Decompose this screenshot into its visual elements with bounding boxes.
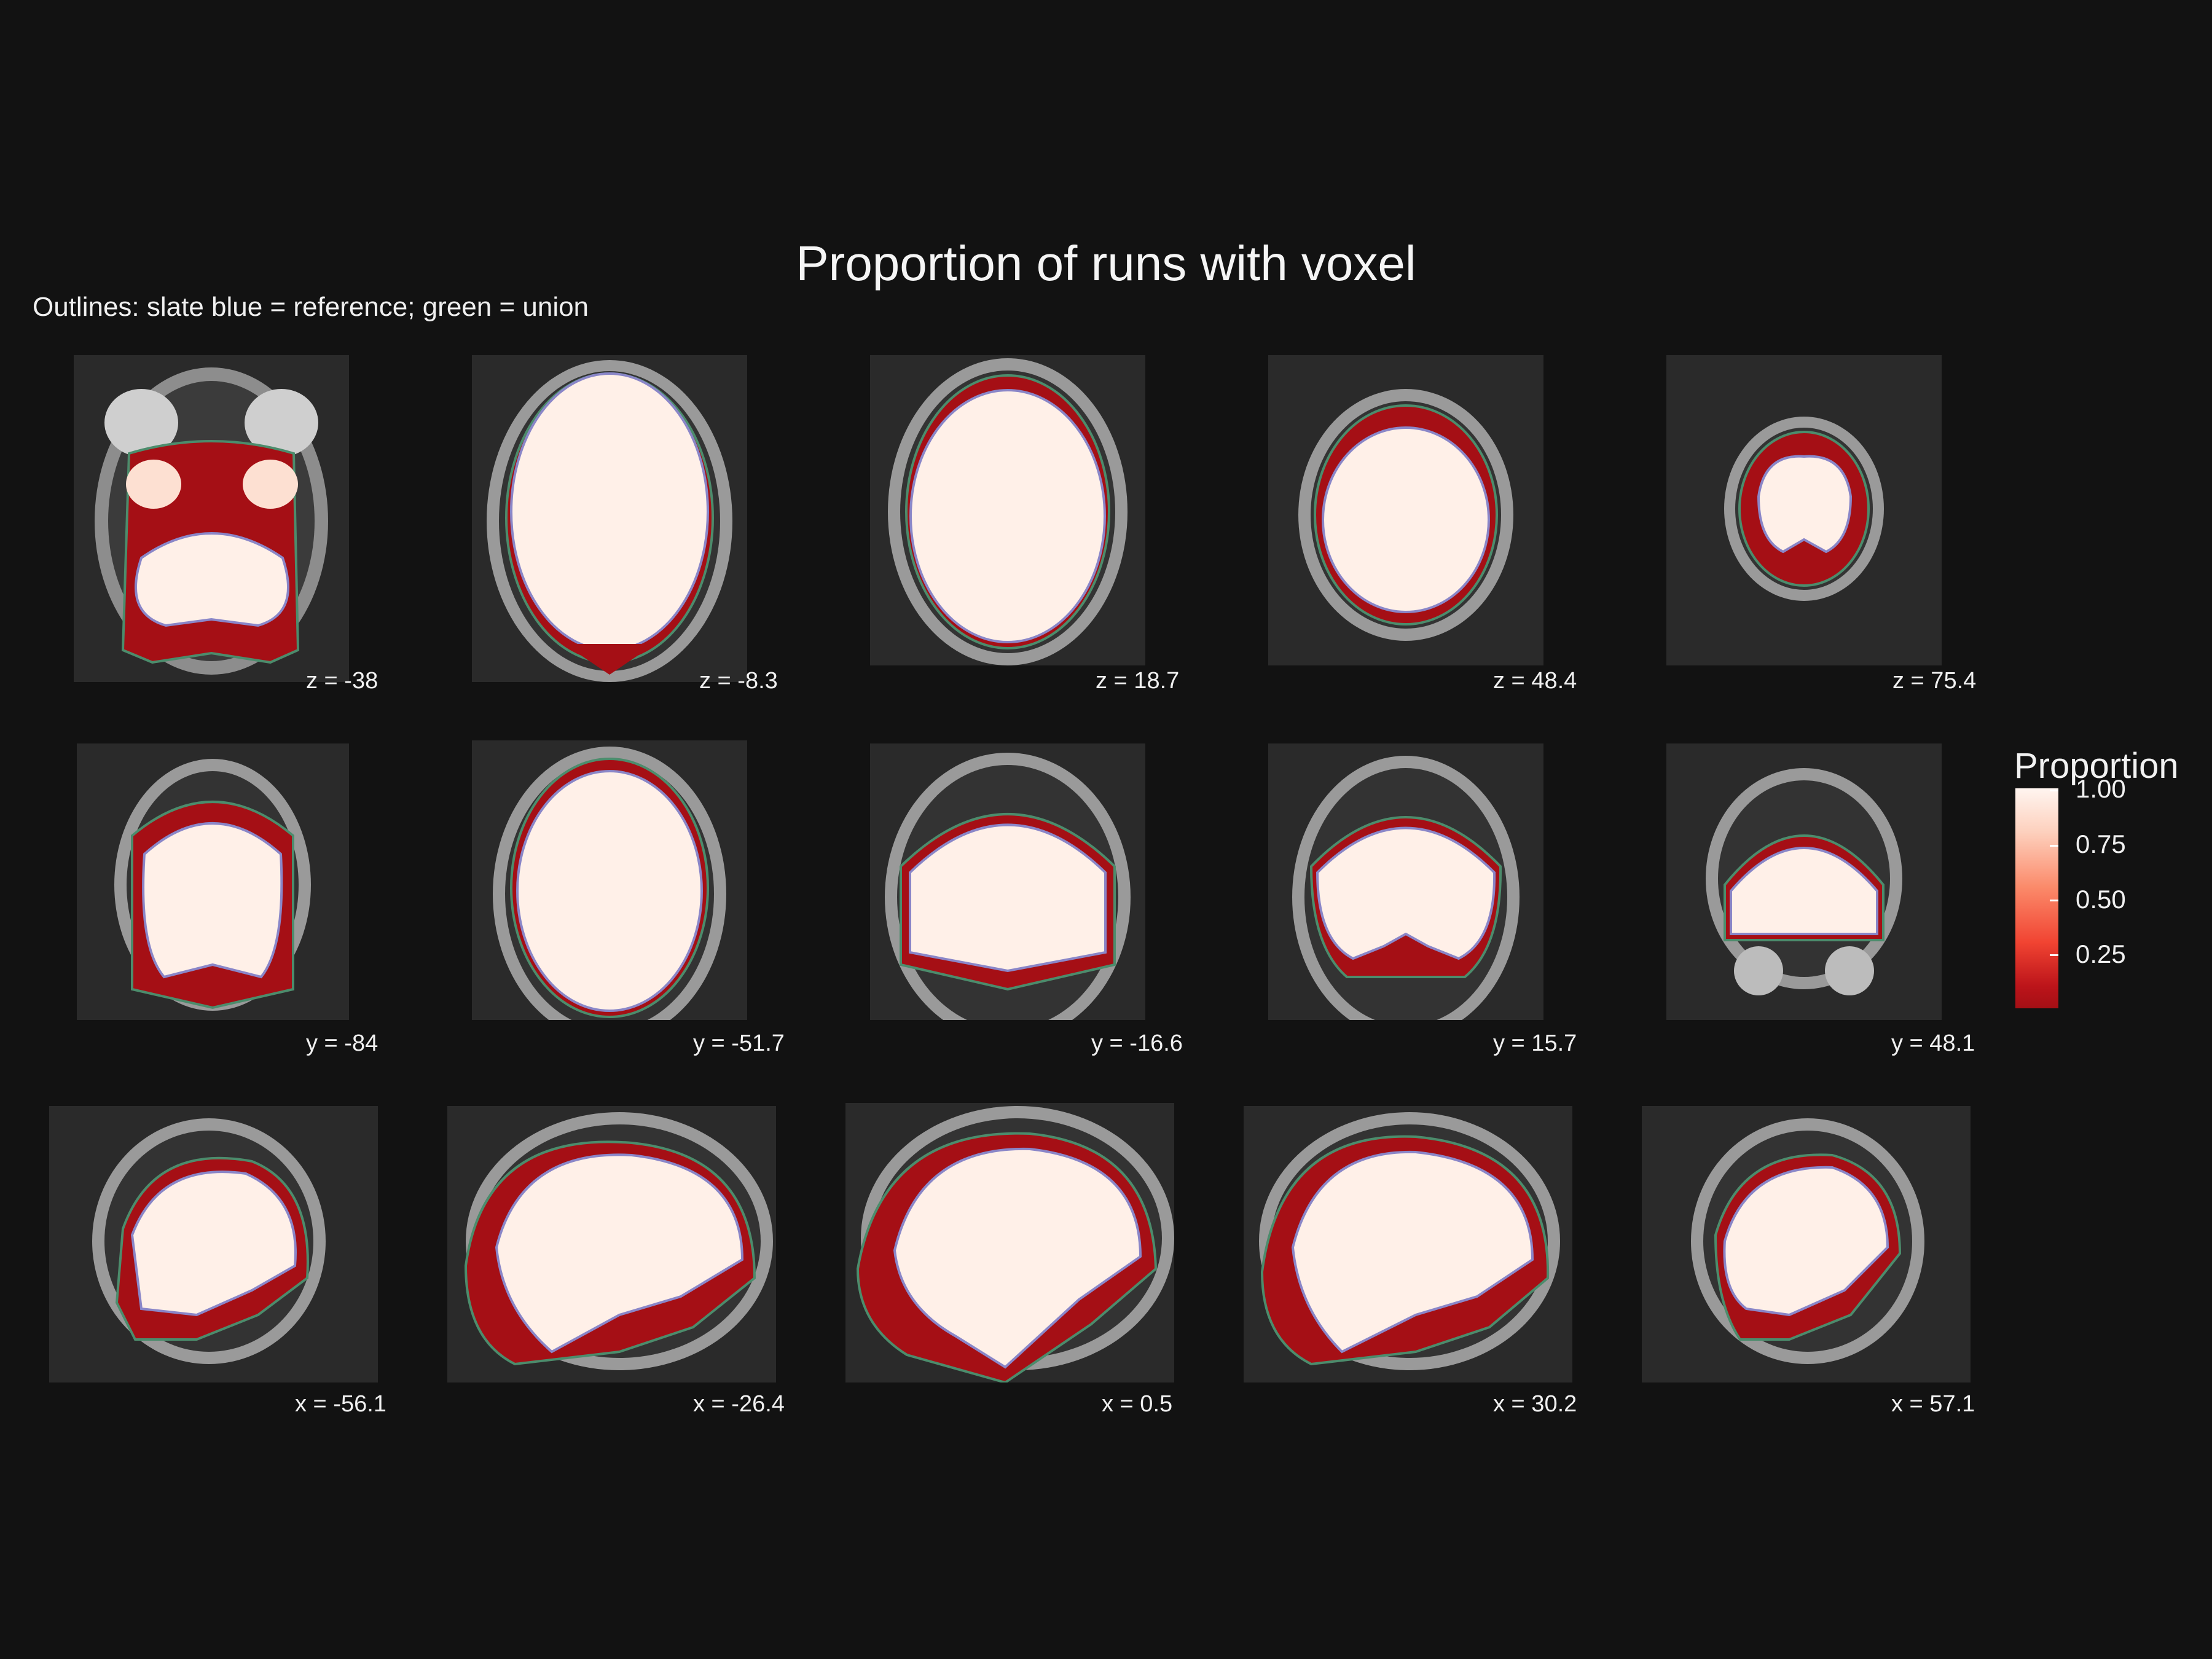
- legend-tick: [2050, 790, 2058, 791]
- coronal-slice-3: [870, 743, 1145, 1020]
- slice-label: x = 57.1: [1891, 1391, 1975, 1417]
- figure-title: Proportion of runs with voxel: [796, 236, 1416, 291]
- slice-label: x = 0.5: [1102, 1391, 1173, 1417]
- coronal-slice-1: [77, 743, 349, 1020]
- legend-label: 0.25: [2076, 939, 2126, 968]
- axial-slice-3: [870, 355, 1145, 665]
- legend-tick: [2050, 845, 2058, 847]
- axial-slice-2: [472, 355, 747, 682]
- coronal-slice-4: [1268, 743, 1543, 1020]
- coronal-slice-5: [1666, 743, 1942, 1020]
- slice-label: y = -16.6: [1091, 1030, 1183, 1056]
- sagittal-slice-3: [845, 1103, 1174, 1382]
- legend-label: 0.75: [2076, 830, 2126, 858]
- legend-label: 0.50: [2076, 885, 2126, 914]
- sagittal-slice-2: [447, 1106, 776, 1382]
- sagittal-slice-4: [1244, 1106, 1572, 1382]
- legend-title: Proportion: [2014, 746, 2179, 786]
- axial-slice-1: [74, 355, 349, 682]
- slice-label: z = 48.4: [1493, 668, 1577, 694]
- legend-tick: [2050, 954, 2058, 956]
- legend-label: 1.00: [2076, 774, 2126, 803]
- slice-label: z = -8.3: [699, 668, 778, 694]
- slice-label: z = 18.7: [1096, 668, 1180, 694]
- slice-label: z = 75.4: [1892, 668, 1977, 694]
- axial-slice-5: [1666, 355, 1942, 665]
- slice-label: x = -26.4: [693, 1391, 785, 1417]
- figure-subtitle: Outlines: slate blue = reference; green …: [33, 292, 589, 322]
- slice-label: y = 48.1: [1891, 1030, 1975, 1056]
- slice-label: x = 30.2: [1493, 1391, 1577, 1417]
- coronal-slice-2: [472, 740, 747, 1020]
- slice-label: x = -56.1: [295, 1391, 386, 1417]
- slice-label: y = -84: [306, 1030, 378, 1056]
- slice-label: y = -51.7: [693, 1030, 785, 1056]
- legend-colorbar: [2015, 788, 2058, 1008]
- axial-slice-4: [1268, 355, 1543, 665]
- slice-label: y = 15.7: [1493, 1030, 1577, 1056]
- sagittal-slice-5: [1642, 1106, 1971, 1382]
- legend-tick: [2050, 900, 2058, 901]
- slice-label: z = -38: [306, 668, 378, 694]
- sagittal-slice-1: [49, 1106, 378, 1382]
